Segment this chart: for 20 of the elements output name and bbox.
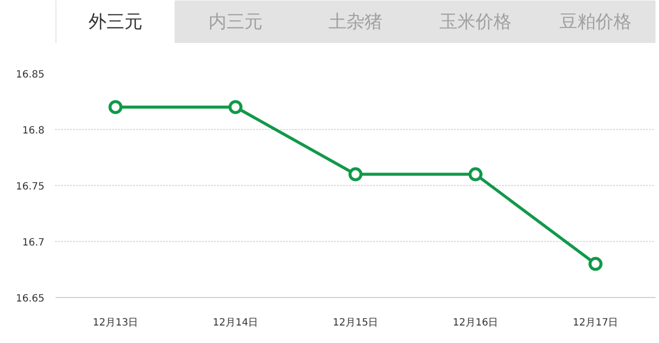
point [348,167,362,182]
y-tick-label: 16.8 [22,126,44,136]
x-tick-label: 12月15日 [332,318,378,328]
x-tick-label: 12月13日 [92,318,138,328]
point [468,167,482,182]
y-tick-label: 16.65 [16,294,45,304]
y-tick-label: 16.7 [22,238,44,248]
x-tick-label: 12月14日 [212,318,258,328]
x-tick-label: 12月17日 [572,318,618,328]
point [588,256,602,271]
text: 土杂猪 [328,12,382,32]
point [228,100,242,114]
text: 玉米价格 [440,12,512,32]
text: 豆粕价格 [560,12,632,32]
y-tick-label: 16.85 [16,70,45,80]
text: 外三元 [88,12,142,32]
point [108,100,122,114]
y-tick-label: 16.75 [16,182,45,192]
x-tick-label: 12月16日 [452,318,498,328]
text: 内三元 [208,12,262,32]
